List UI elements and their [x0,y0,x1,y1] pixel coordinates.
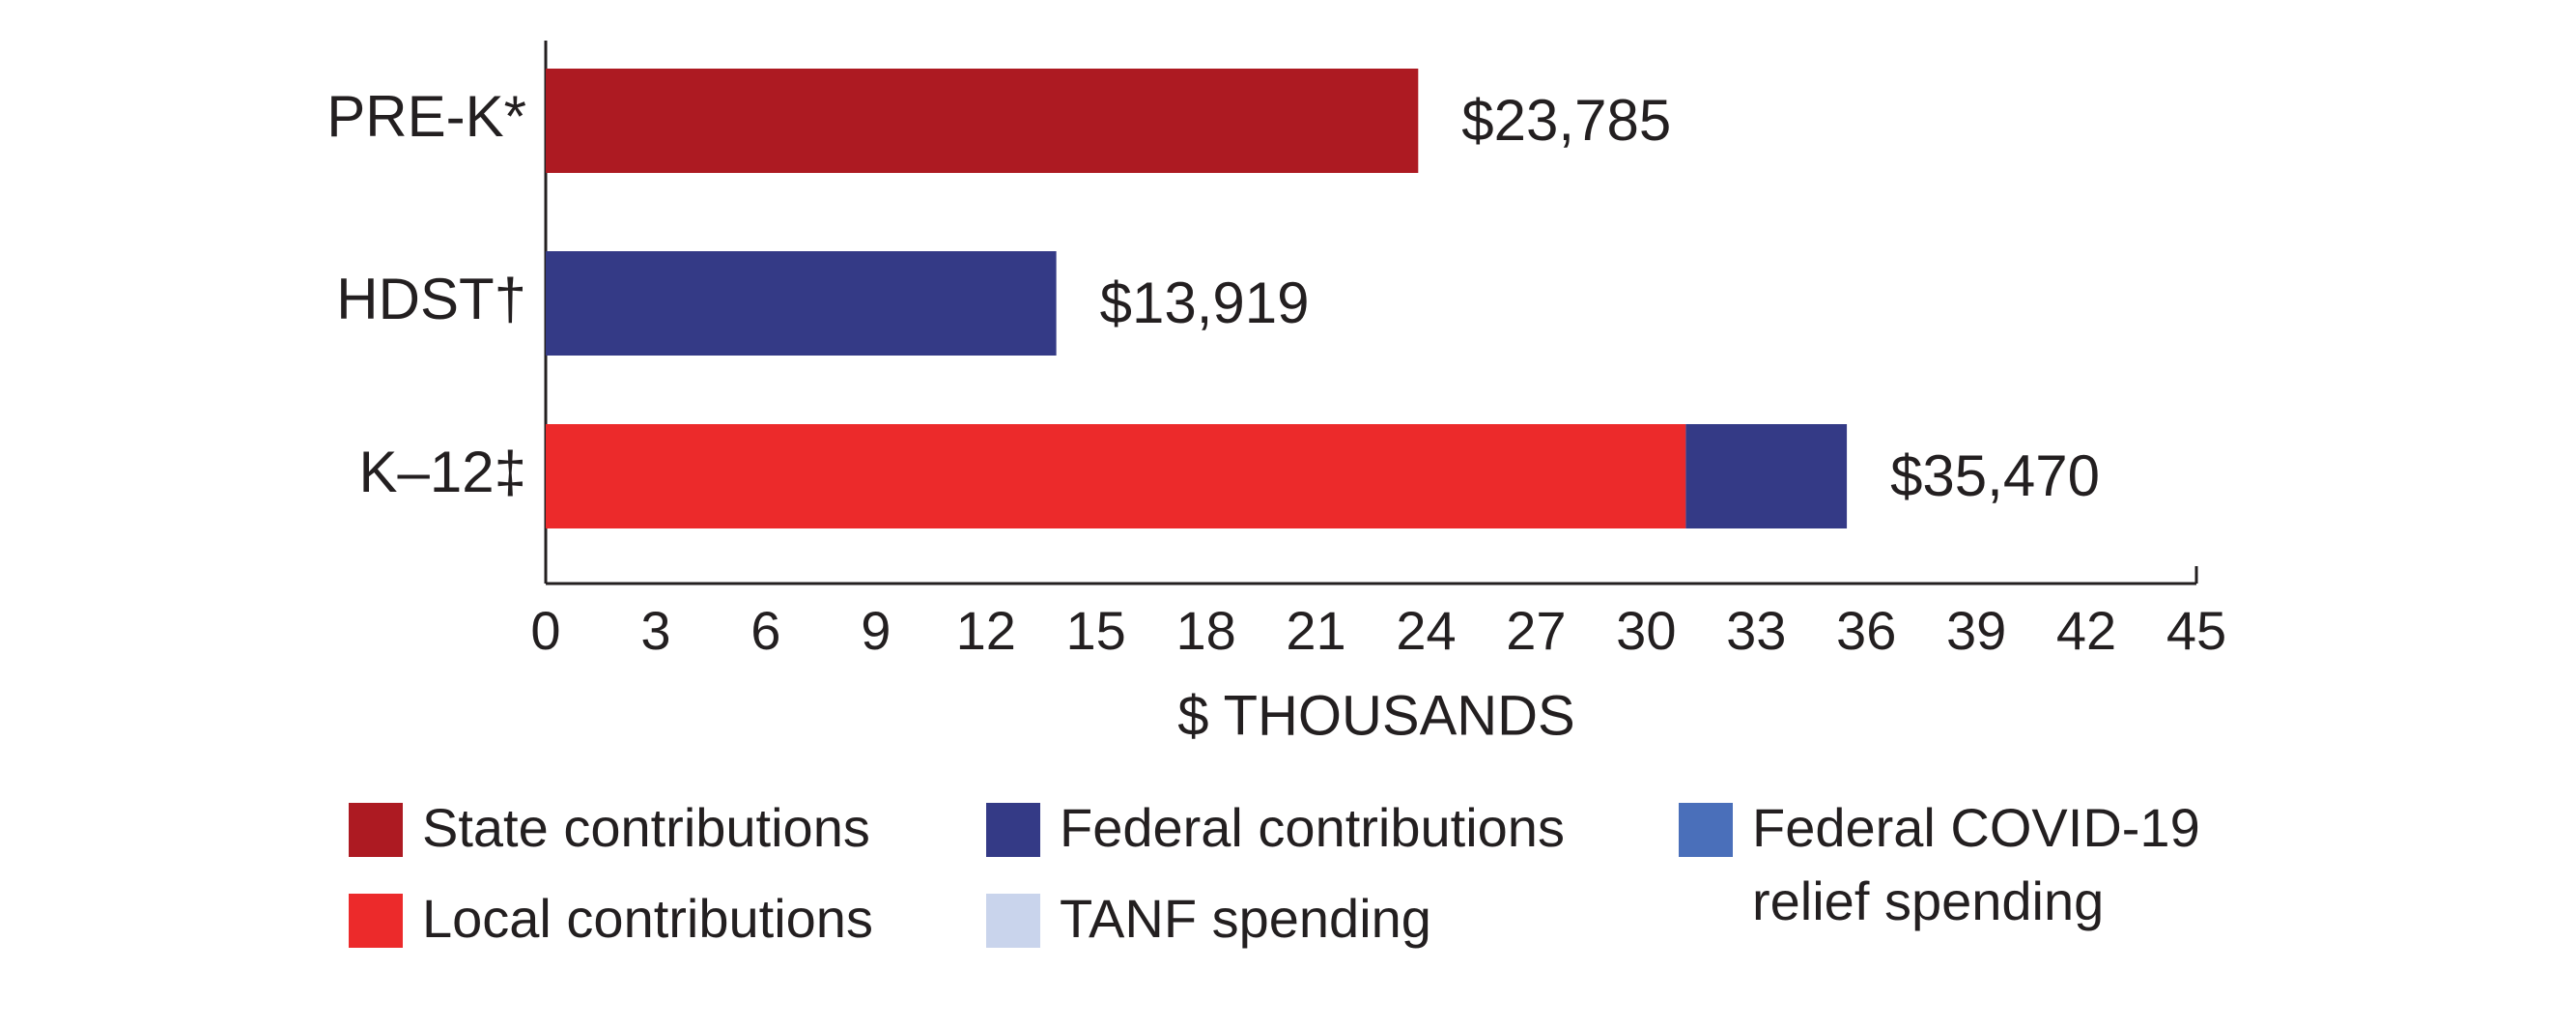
legend-label: Federal contributions [1060,797,1565,858]
legend-label: Local contributions [422,888,873,949]
legend-label: Federal COVID-19 relief spending [1752,797,2200,931]
legend-label-box: Local contributions [422,888,873,949]
x-tick-label: 3 [640,600,670,661]
legend-label-box: TANF spending [1060,888,1431,949]
x-tick-label: 18 [1175,600,1235,661]
legend-label-box: State contributions [422,797,870,858]
x-tick-label: 6 [750,600,780,661]
x-tick-label: 27 [1506,600,1566,661]
total-label: $23,785 [1461,88,1671,153]
x-tick-label: 42 [2056,600,2116,661]
x-tick-label: 45 [2166,600,2226,661]
bar-segment [1685,424,1848,528]
x-tick-label: 21 [1286,600,1345,661]
x-tick-label: 36 [1836,600,1896,661]
x-tick-label: 39 [1946,600,2006,661]
category-label: HDST† [336,267,526,331]
legend-swatch [349,803,403,857]
legend-swatch [986,894,1040,948]
total-label: $13,919 [1100,271,1310,335]
x-tick-label: 24 [1396,600,1456,661]
x-tick-label: 30 [1616,600,1676,661]
bar-segment [546,424,1686,528]
category-label: K–12‡ [359,440,527,504]
bar-segment [546,69,1419,173]
legend-label: TANF spending [1060,888,1431,949]
legend-swatch [986,803,1040,857]
x-tick-label: 0 [530,600,560,661]
bar-segment [546,251,1057,356]
legend-swatch [349,894,403,948]
legend-label-box: Federal contributions [1060,797,1565,858]
x-tick-label: 15 [1066,600,1126,661]
category-label: PRE-K* [326,84,526,149]
x-tick-label: 33 [1726,600,1786,661]
total-label: $35,470 [1890,443,2100,508]
legend-label-box: Federal COVID-19 relief spending [1752,797,2200,931]
legend-label: State contributions [422,797,870,858]
legend-swatch [1679,803,1733,857]
x-tick-label: 9 [861,600,891,661]
x-axis-title: $ THOUSANDS [1177,684,1574,747]
x-tick-label: 12 [956,600,1016,661]
